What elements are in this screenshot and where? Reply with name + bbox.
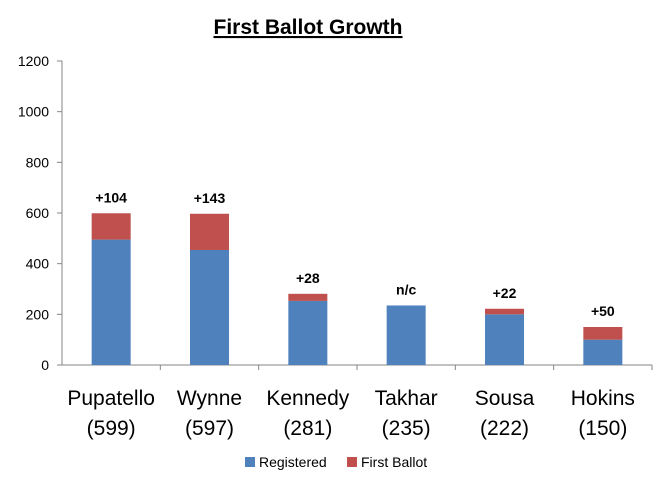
legend-label-first-ballot: First Ballot bbox=[361, 454, 427, 470]
x-tick-label-total: (281) bbox=[283, 417, 332, 440]
chart-title: First Ballot Growth bbox=[214, 16, 403, 39]
bar-registered bbox=[485, 314, 524, 365]
x-tick-label-total: (597) bbox=[185, 417, 234, 440]
x-tick-label: Wynne bbox=[177, 387, 242, 410]
y-tick-label: 400 bbox=[26, 256, 50, 272]
x-tick-label-total: (235) bbox=[382, 417, 431, 440]
bar-registered bbox=[288, 300, 328, 365]
bar-registered bbox=[386, 305, 426, 365]
x-tick-label: Takhar bbox=[375, 387, 438, 410]
bar-first-ballot bbox=[288, 293, 328, 301]
y-tick-label: 600 bbox=[26, 205, 50, 221]
data-label: +143 bbox=[194, 190, 226, 206]
x-tick-label-total: (222) bbox=[480, 417, 529, 440]
bar-registered bbox=[190, 249, 229, 365]
data-label: +28 bbox=[296, 270, 320, 286]
legend-label-registered: Registered bbox=[259, 454, 327, 470]
data-label: +104 bbox=[95, 189, 127, 205]
y-tick-label: 1200 bbox=[18, 53, 49, 69]
bar-first-ballot bbox=[91, 213, 131, 240]
data-label: +50 bbox=[591, 303, 615, 319]
x-tick-label: Sousa bbox=[475, 387, 535, 410]
x-tick-label: Kennedy bbox=[266, 387, 349, 410]
plot-area: 0 200 400 600 800 1000 1200 +104 Pupatello (599) +… bbox=[18, 53, 653, 440]
x-tick-label-total: (599) bbox=[87, 417, 136, 440]
bar-first-ballot bbox=[190, 213, 229, 250]
bar-registered bbox=[583, 339, 623, 365]
data-label: +22 bbox=[493, 285, 517, 301]
legend-swatch-first-ballot bbox=[347, 457, 357, 467]
x-tick-label-total: (150) bbox=[578, 417, 627, 440]
bar-first-ballot bbox=[583, 327, 623, 340]
x-tick-label: Pupatello bbox=[67, 387, 155, 410]
legend: Registered First Ballot bbox=[245, 454, 427, 470]
y-tick-label: 200 bbox=[26, 306, 50, 322]
legend-swatch-registered bbox=[245, 457, 255, 467]
y-tick-label: 0 bbox=[41, 357, 49, 373]
x-tick-label: Hokins bbox=[571, 387, 635, 410]
y-tick-label: 800 bbox=[26, 154, 50, 170]
data-label: n/c bbox=[396, 281, 416, 297]
bar-first-ballot bbox=[485, 308, 524, 315]
y-tick-label: 1000 bbox=[18, 104, 49, 120]
bar-registered bbox=[91, 239, 131, 365]
